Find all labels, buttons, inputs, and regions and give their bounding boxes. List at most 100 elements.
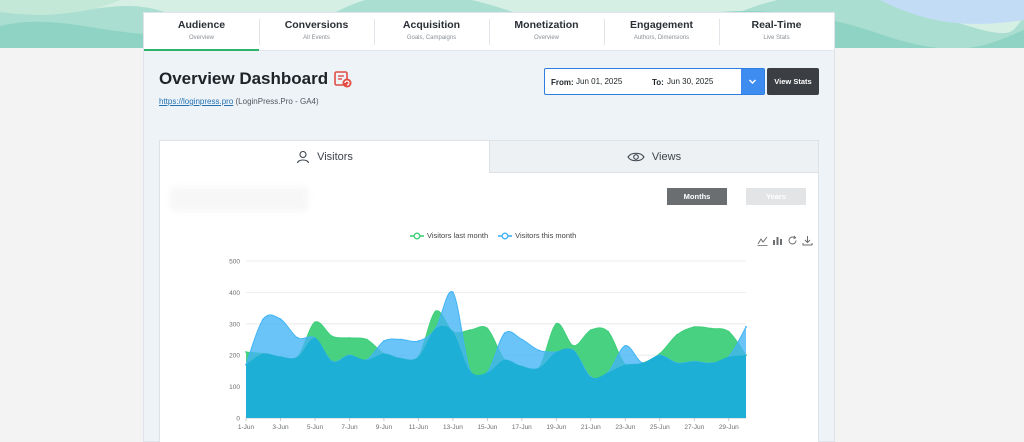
legend-label: Visitors last month bbox=[427, 231, 489, 240]
tab-sublabel: Overview bbox=[533, 35, 559, 41]
metric-tabs: Visitors Views bbox=[160, 141, 818, 173]
site-name: (LoginPress.Pro - GA4) bbox=[235, 97, 319, 106]
stats-card: Visitors Views Months Years Visitors las… bbox=[159, 140, 819, 442]
y-tick-label: 400 bbox=[229, 290, 240, 297]
tab-audience[interactable]: Audience Overview bbox=[144, 13, 259, 51]
tab-sublabel: Live Stats bbox=[763, 35, 790, 41]
x-tick-label: 7-Jun bbox=[341, 424, 358, 431]
series-this-month-point bbox=[417, 340, 420, 342]
series-this-month-point bbox=[279, 318, 282, 320]
legend-label: Visitors this month bbox=[515, 231, 577, 240]
series-this-month-point bbox=[296, 337, 299, 339]
line-chart-icon[interactable] bbox=[757, 233, 768, 246]
date-dropdown-button[interactable] bbox=[741, 69, 764, 94]
series-last-month-point bbox=[693, 326, 696, 328]
y-tick-label: 100 bbox=[229, 384, 240, 391]
months-button[interactable]: Months bbox=[667, 188, 727, 205]
tab-sublabel: Authors, Dimensions bbox=[633, 35, 690, 41]
chart-toolbar bbox=[753, 233, 813, 246]
x-tick-label: 1-Jun bbox=[238, 424, 255, 431]
legend-swatch-this-month bbox=[498, 232, 513, 239]
tab-label: Acquisition bbox=[402, 19, 461, 31]
legend-item-this-month[interactable]: Visitors this month bbox=[498, 231, 576, 240]
legend-swatch-last-month bbox=[410, 232, 424, 239]
series-last-month-point bbox=[658, 352, 661, 355]
tab-label: Conversions bbox=[284, 19, 349, 31]
x-tick-label: 29-Jun bbox=[719, 424, 739, 431]
tab-real-time[interactable]: Real-Time Live Stats bbox=[719, 13, 834, 51]
series-last-month-point bbox=[486, 327, 489, 330]
series-last-month-point bbox=[331, 335, 334, 338]
tab-visitors[interactable]: Visitors bbox=[160, 141, 489, 173]
y-tick-label: 500 bbox=[229, 259, 240, 266]
x-tick-label: 19-Jun bbox=[546, 424, 566, 431]
title-row: Overview Dashboard bbox=[159, 69, 353, 89]
series-this-month-point bbox=[383, 340, 385, 342]
years-button[interactable]: Years bbox=[746, 188, 806, 205]
view-stats-button[interactable]: View Stats bbox=[767, 68, 819, 95]
tab-visitors-label: Visitors bbox=[317, 151, 353, 163]
tab-acquisition[interactable]: Acquisition Goals, Campaigns bbox=[374, 13, 489, 51]
legend-item-last-month[interactable]: Visitors last month bbox=[410, 231, 488, 240]
bar-chart-icon[interactable] bbox=[772, 233, 783, 245]
chart-legend: Visitors last month Visitors this month bbox=[410, 231, 586, 240]
user-icon bbox=[297, 150, 310, 164]
to-date-input[interactable]: Jun 30, 2025 bbox=[667, 77, 714, 86]
y-tick-label: 300 bbox=[229, 321, 240, 328]
series-last-month-point bbox=[469, 329, 472, 331]
series-last-month-point bbox=[434, 310, 437, 313]
restore-icon[interactable] bbox=[787, 233, 798, 245]
tab-views-label: Views bbox=[651, 150, 682, 163]
to-label: To: bbox=[652, 78, 664, 87]
series-this-month-point bbox=[451, 291, 454, 294]
from-date-input[interactable]: Jun 01, 2025 bbox=[576, 77, 623, 86]
series-this-month-point bbox=[262, 318, 265, 320]
series-last-month-point bbox=[607, 330, 609, 333]
x-tick-label: 5-Jun bbox=[307, 424, 324, 431]
tab-engagement[interactable]: Engagement Authors, Dimensions bbox=[604, 13, 719, 51]
tab-label: Monetization bbox=[514, 19, 579, 31]
x-tick-label: 27-Jun bbox=[684, 424, 704, 431]
from-label: From: bbox=[551, 78, 574, 87]
page-title: Overview Dashboard bbox=[159, 69, 329, 88]
series-last-month-line bbox=[245, 310, 747, 372]
chevron-down-icon bbox=[749, 79, 756, 84]
report-nav: Audience Overview Conversions All Events… bbox=[144, 13, 834, 51]
y-tick-label: 0 bbox=[236, 416, 240, 423]
eye-icon bbox=[627, 152, 645, 161]
tab-label: Engagement bbox=[629, 19, 693, 31]
series-last-month-point bbox=[572, 344, 575, 347]
tab-sublabel: All Events bbox=[303, 35, 330, 41]
series-this-month-point bbox=[624, 344, 627, 347]
series-last-month-point bbox=[365, 338, 368, 341]
x-tick-label: 25-Jun bbox=[650, 424, 670, 431]
info-refresh-icon[interactable] bbox=[333, 69, 353, 89]
x-tick-label: 15-Jun bbox=[477, 424, 497, 431]
tab-sublabel: Overview bbox=[188, 35, 214, 41]
series-this-month-point bbox=[503, 332, 506, 335]
tab-conversions[interactable]: Conversions All Events bbox=[259, 13, 374, 51]
x-tick-label: 17-Jun bbox=[512, 424, 532, 431]
series-last-month-point bbox=[555, 322, 558, 325]
series-last-month-point bbox=[314, 321, 316, 324]
tab-views[interactable]: Views bbox=[489, 141, 818, 173]
date-range-picker[interactable]: From: Jun 01, 2025 To: Jun 30, 2025 bbox=[544, 68, 765, 95]
overlap-area bbox=[246, 325, 746, 418]
blurred-total bbox=[170, 187, 308, 211]
x-tick-label: 11-Jun bbox=[409, 424, 429, 431]
download-icon[interactable] bbox=[802, 233, 813, 246]
visitors-area-chart: 0 100 200 300 400 500 1-Jun 3-Jun 5-Jun 7-Jun 9-Ju… bbox=[229, 259, 747, 431]
x-tick-label: 9-Jun bbox=[376, 424, 393, 431]
tab-monetization[interactable]: Monetization Overview bbox=[489, 13, 604, 51]
series-this-month-point bbox=[745, 326, 747, 328]
series-last-month-point bbox=[727, 330, 730, 333]
series-this-month-point bbox=[400, 338, 403, 341]
series-last-month-point bbox=[348, 337, 351, 339]
tab-sublabel: Goals, Campaigns bbox=[406, 35, 457, 41]
site-link[interactable]: https://loginpress.pro bbox=[159, 97, 234, 106]
site-info: https://loginpress.pro (LoginPress.Pro -… bbox=[159, 97, 319, 106]
y-tick-label: 200 bbox=[229, 353, 240, 360]
series-this-month-point bbox=[520, 338, 523, 341]
x-tick-label: 23-Jun bbox=[615, 424, 635, 431]
analytics-panel: Audience Overview Conversions All Events… bbox=[143, 12, 835, 442]
